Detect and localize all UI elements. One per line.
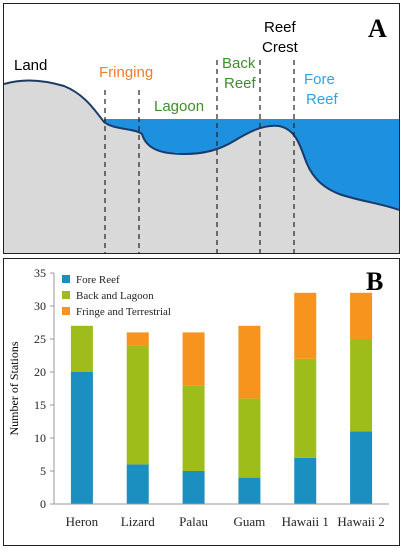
y-axis-title: Number of Stations [7, 341, 21, 435]
legend-swatch [62, 275, 70, 283]
label-land: Land [14, 57, 47, 74]
bar-segment [350, 292, 373, 339]
bar-segment [126, 345, 149, 465]
bar-segment [70, 372, 93, 504]
x-tick-label: Guam [234, 514, 266, 529]
panel-b-station-chart: B Number of Stations 0 5 10 15 20 25 30 35 Heron… [3, 258, 400, 546]
y-tick-label: 35 [34, 266, 46, 280]
y-tick-label: 0 [40, 497, 46, 511]
label-fore-reef-line1: Fore [304, 71, 335, 88]
bar-segment [238, 325, 261, 399]
seabed-outline [4, 79, 399, 211]
bar-segment [126, 464, 149, 504]
legend-label: Back and Lagoon [76, 290, 154, 302]
bar-segment [182, 385, 205, 471]
x-tick-label: Lizard [121, 514, 155, 529]
label-lagoon: Lagoon [154, 98, 204, 115]
label-back-reef-line1: Back [222, 55, 256, 72]
y-tick-label: 10 [34, 431, 46, 445]
bar-segment [70, 325, 93, 372]
water-area [104, 119, 399, 209]
reef-profile-diagram: Land Fringing Lagoon Back Reef Reef Cres… [4, 14, 399, 253]
y-tick-label: 20 [34, 365, 46, 379]
bar-segment [350, 339, 373, 432]
bar-segment [182, 332, 205, 386]
bar-segment [294, 457, 317, 504]
label-reef-crest-line1: Reef [264, 19, 297, 36]
stacked-bar-chart: B Number of Stations 0 5 10 15 20 25 30 35 Heron… [7, 266, 389, 529]
bar-segment [350, 431, 373, 504]
legend-swatch [62, 291, 70, 299]
legend-label: Fore Reef [76, 274, 120, 286]
bar-segment [126, 332, 149, 346]
y-tick-label: 15 [34, 398, 46, 412]
y-tick-label: 25 [34, 332, 46, 346]
panel-b-letter: B [366, 267, 383, 296]
bar-segment [294, 358, 317, 458]
label-reef-crest-line2: Crest [262, 39, 299, 56]
bar-segment [238, 477, 261, 504]
x-tick-label: Heron [66, 514, 99, 529]
legend-swatch [62, 307, 70, 315]
label-back-reef-line2: Reef [224, 75, 257, 92]
panel-a-reef-profile: Land Fringing Lagoon Back Reef Reef Cres… [3, 3, 400, 254]
x-tick-label: Hawaii 1 [282, 514, 329, 529]
x-tick-label: Hawaii 2 [337, 514, 384, 529]
bar-segment [294, 292, 317, 359]
y-tick-label: 30 [34, 299, 46, 313]
label-fore-reef-line2: Reef [306, 91, 339, 108]
legend-label: Fringe and Terrestrial [76, 306, 171, 318]
bar-segment [238, 398, 261, 478]
panel-a-letter: A [368, 14, 387, 43]
label-fringing: Fringing [99, 64, 153, 81]
x-tick-label: Palau [179, 514, 208, 529]
bar-segment [182, 471, 205, 504]
y-tick-label: 5 [40, 464, 46, 478]
seabed-land [4, 80, 399, 253]
